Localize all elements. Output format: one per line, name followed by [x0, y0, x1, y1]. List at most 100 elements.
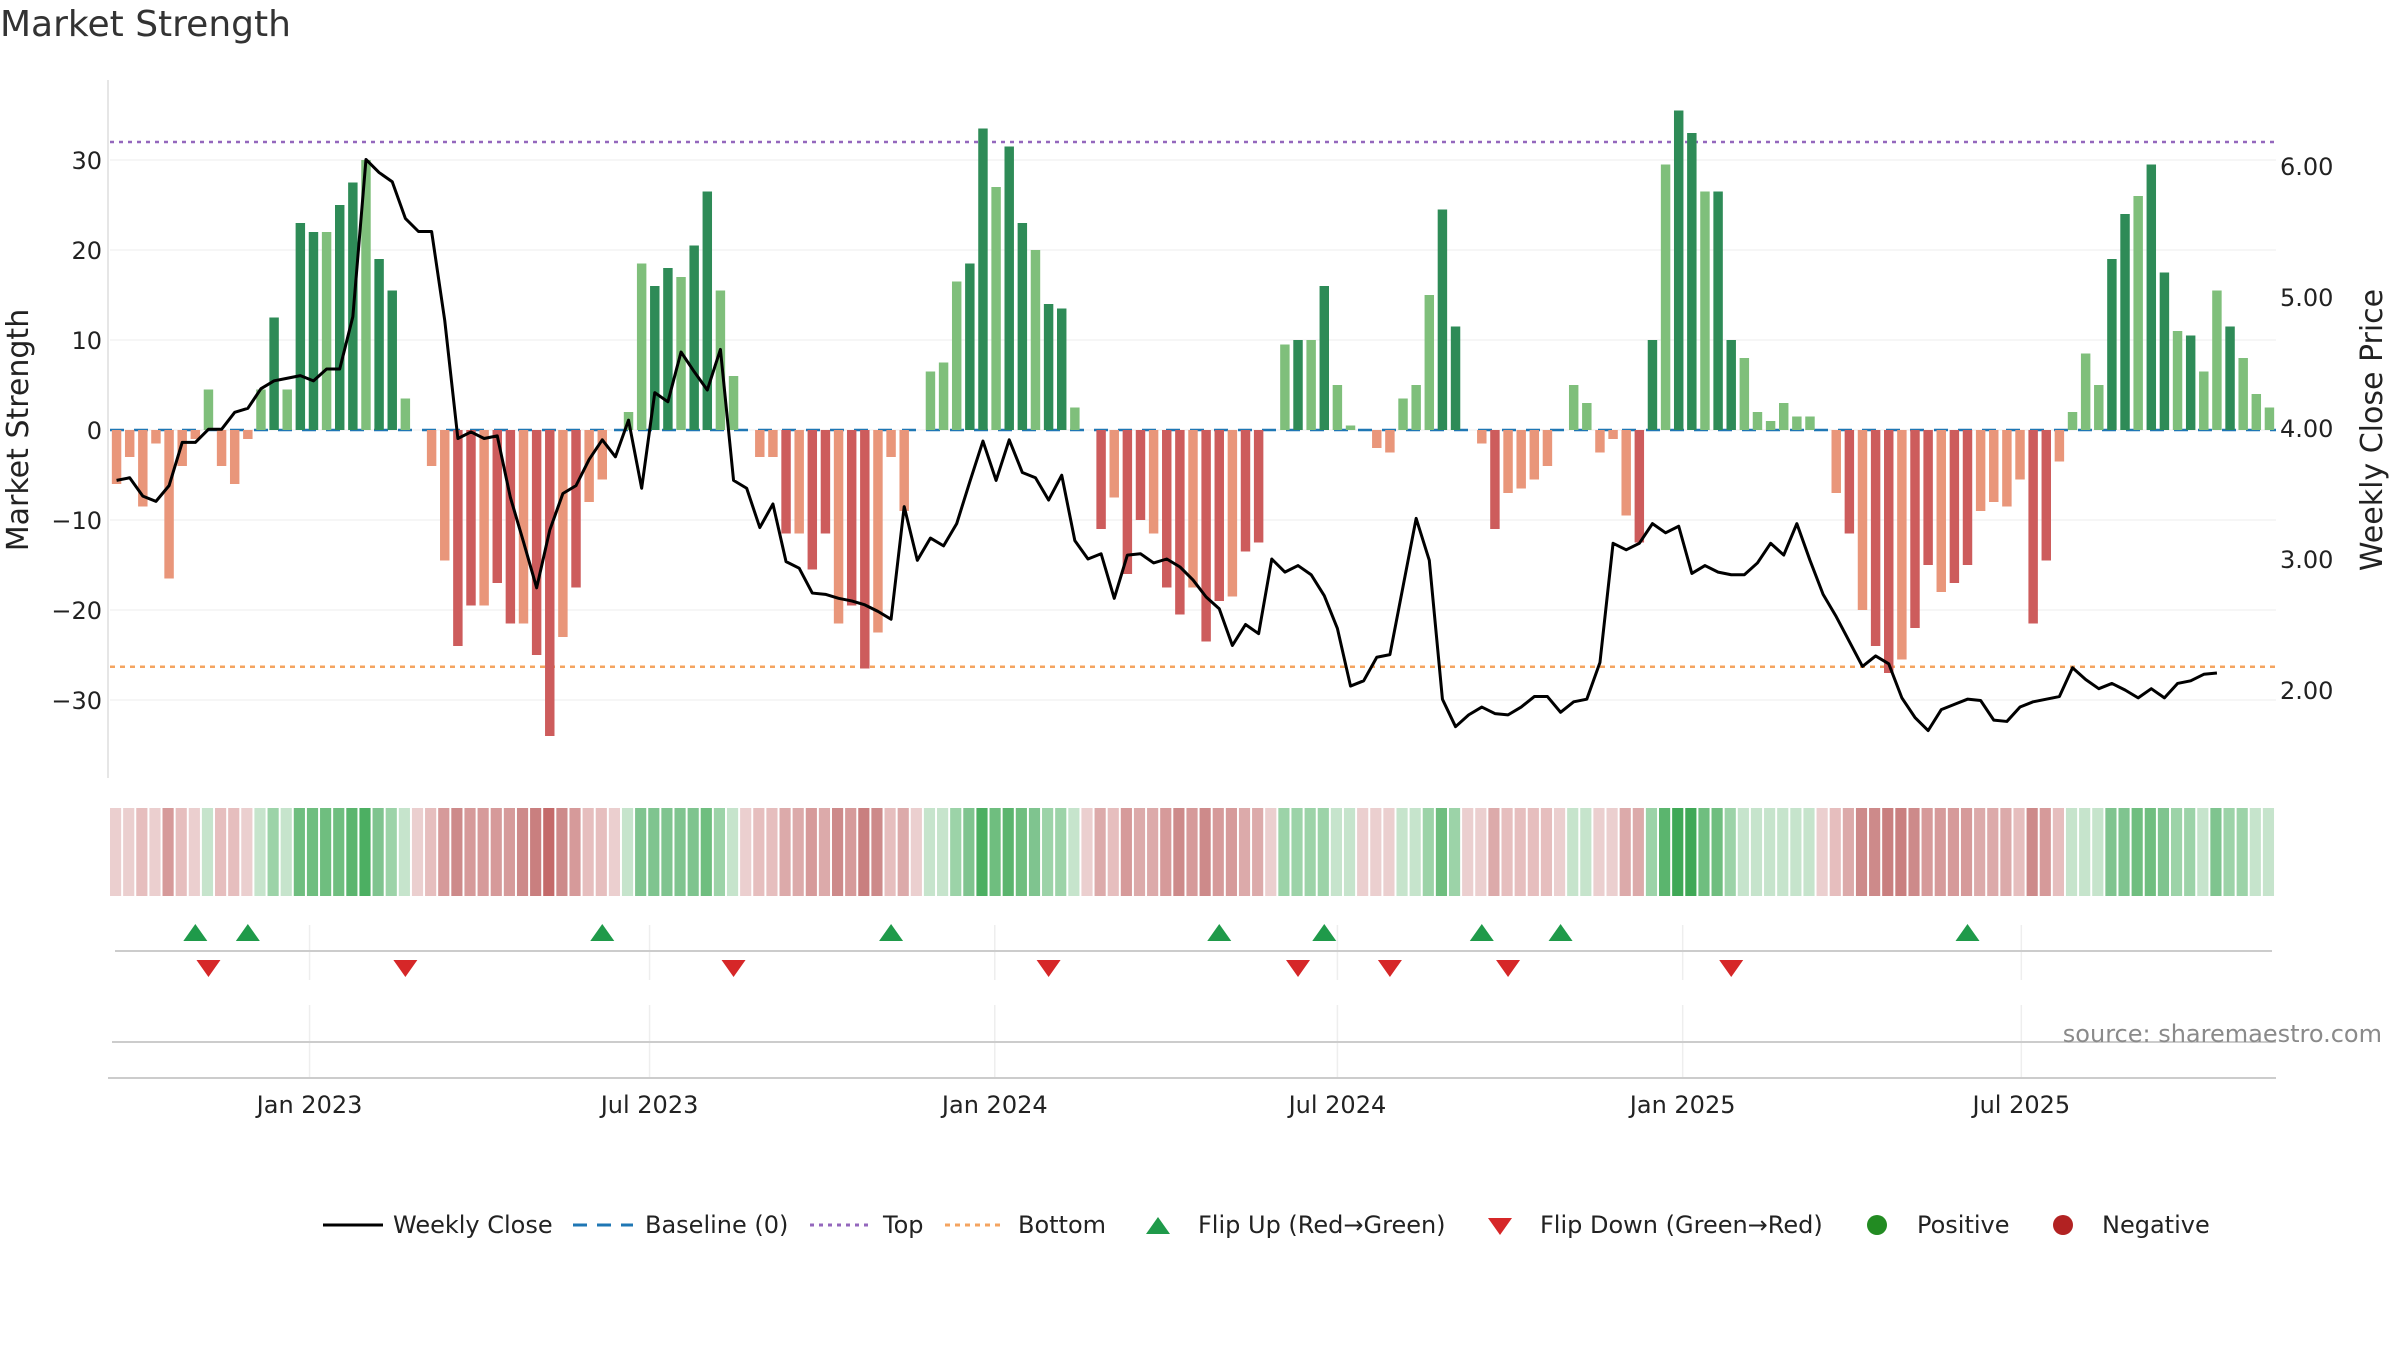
strength-bar — [2002, 430, 2012, 507]
strength-bar — [1372, 430, 1382, 448]
heat-cell — [556, 808, 568, 896]
heat-cell — [1724, 808, 1736, 896]
heat-cell — [2092, 808, 2104, 896]
x-tick-label: Jan 2024 — [940, 1091, 1048, 1119]
strength-bar — [1437, 209, 1448, 430]
heat-cell — [438, 808, 450, 896]
y-tick-label: 0 — [87, 417, 102, 445]
flip-up-marker — [1207, 924, 1232, 941]
strength-bar — [2225, 326, 2235, 430]
y2-tick-label: 5.00 — [2280, 284, 2333, 312]
flip-up-marker — [1312, 924, 1337, 941]
strength-bar — [2264, 407, 2275, 430]
heat-cell — [1842, 808, 1854, 896]
heat-cell — [293, 808, 305, 896]
heat-cell — [372, 808, 384, 896]
heat-cell — [1514, 808, 1526, 896]
flip-up-marker — [235, 924, 260, 941]
heat-cell — [963, 808, 975, 896]
strength-bar — [361, 160, 371, 430]
strength-bar — [1070, 407, 1080, 430]
heat-cell — [897, 808, 909, 896]
y-tick-label: −10 — [51, 507, 102, 535]
strength-bar — [1148, 430, 1159, 534]
strength-bar — [518, 430, 529, 624]
y-axis-label: Market Strength — [1, 309, 36, 551]
heat-cell — [2065, 808, 2078, 896]
strength-bar — [1608, 430, 1618, 439]
strength-bar — [650, 286, 660, 430]
heat-cell — [2026, 808, 2038, 896]
heat-cell — [1829, 808, 1841, 896]
strength-bar — [1450, 326, 1461, 430]
heat-cell — [1133, 808, 1146, 896]
heat-cell — [923, 808, 936, 896]
heat-cell — [1777, 808, 1789, 896]
legend: Weekly Close Baseline (0) Top Bottom Flip Up… — [323, 1211, 2210, 1239]
strength-bar — [440, 430, 450, 561]
strength-bar — [820, 430, 831, 534]
heat-cell — [1816, 808, 1828, 896]
heat-cell — [188, 808, 200, 896]
heat-cell — [1186, 808, 1198, 896]
flip-down-marker — [393, 960, 418, 977]
heat-cell — [2170, 808, 2183, 896]
heat-cell — [464, 808, 476, 896]
heat-cell — [1317, 808, 1329, 896]
legend-label-negative: Negative — [2102, 1211, 2210, 1239]
strength-bar — [1345, 425, 1356, 430]
heat-cell — [858, 808, 870, 896]
strength-bar — [321, 232, 332, 430]
x-tick-label: Jan 2025 — [1628, 1091, 1736, 1119]
heat-cell — [149, 808, 161, 896]
strength-bar — [2120, 214, 2130, 430]
heat-cell — [1869, 808, 1881, 896]
strength-bar — [1332, 385, 1343, 430]
heat-cell — [595, 808, 607, 896]
heat-cell — [1028, 808, 1041, 896]
x-tick-label: Jan 2023 — [255, 1091, 363, 1119]
strength-bar — [1201, 430, 1211, 642]
heat-cell — [2197, 808, 2209, 896]
strength-bar — [965, 263, 975, 430]
reference-lines — [110, 140, 2276, 668]
strength-bar — [1884, 430, 1894, 673]
heat-cell — [254, 808, 266, 896]
strength-bar — [1621, 430, 1631, 516]
strength-bar — [1293, 340, 1303, 430]
strength-bar — [1162, 430, 1172, 588]
flip-down-marker — [1719, 960, 1744, 977]
heat-cell — [1330, 808, 1342, 896]
strength-bar — [545, 430, 555, 736]
strength-bar — [1424, 295, 1435, 430]
strength-bar — [1792, 416, 1802, 430]
strength-bar — [1214, 430, 1224, 601]
strength-bar — [1385, 430, 1395, 453]
heat-cell — [1370, 808, 1382, 896]
heat-cell — [805, 808, 817, 896]
heat-cell — [2118, 808, 2130, 896]
flip-up-marker — [1548, 924, 1573, 941]
strength-bar — [2133, 196, 2143, 430]
heat-cell — [398, 808, 410, 896]
strength-bar — [505, 430, 516, 624]
heat-cell — [621, 808, 634, 896]
heat-cell — [726, 808, 739, 896]
strength-bar — [2159, 272, 2170, 430]
heat-cell — [1567, 808, 1579, 896]
strength-bar — [807, 430, 818, 570]
heat-cell — [241, 808, 253, 896]
heat-cell — [359, 808, 371, 896]
heat-strip — [110, 808, 2275, 896]
heat-cell — [1882, 808, 1894, 896]
strength-bar — [597, 430, 607, 480]
flip-up-marker — [590, 924, 615, 941]
heat-cell — [1632, 808, 1644, 896]
strength-bar — [1779, 403, 1789, 430]
heat-cell — [490, 808, 502, 896]
heat-cell — [1908, 808, 1920, 896]
strength-bar — [479, 430, 489, 606]
heat-cell — [648, 808, 660, 896]
heat-cell — [2013, 808, 2025, 896]
